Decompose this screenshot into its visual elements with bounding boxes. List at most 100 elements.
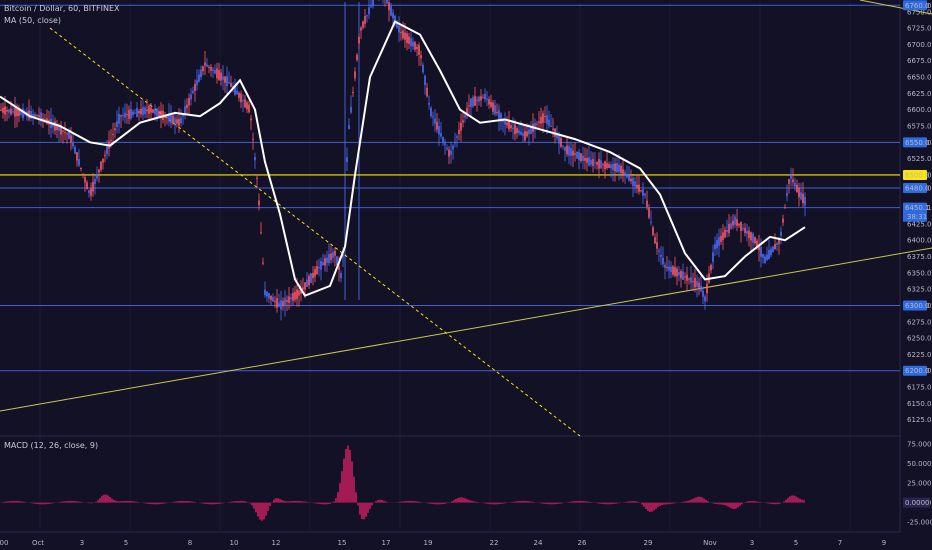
macd-legend[interactable]: MACD (12, 26, close, 9) [4, 441, 99, 450]
candle-body [170, 114, 172, 124]
candle-body [504, 120, 506, 125]
candle-body [154, 109, 156, 115]
candle-body [668, 266, 670, 271]
candle-body [136, 108, 138, 118]
candle-body [254, 156, 256, 161]
candle-body [22, 108, 24, 119]
candle-body [322, 262, 324, 266]
candle-body [454, 142, 456, 144]
candle-body [56, 124, 58, 131]
candle-body [422, 64, 424, 73]
candle-body [230, 83, 232, 87]
candle-body [82, 173, 84, 175]
candle-body [756, 240, 758, 248]
candle-body [704, 296, 706, 302]
candle-body [584, 157, 586, 161]
candle-body [312, 272, 314, 279]
candle-body [782, 218, 784, 223]
candle-body [350, 106, 352, 113]
candle-body [16, 108, 18, 117]
candle-body [138, 110, 140, 114]
candle-body [578, 151, 580, 161]
candle-body [462, 120, 464, 123]
y-tick-label: 6350.0 [907, 269, 932, 277]
candle-body [220, 72, 222, 81]
candle-body [414, 42, 416, 50]
candle-body [636, 184, 638, 188]
upper-trendline[interactable] [859, 0, 932, 15]
candle-body [448, 149, 450, 157]
candle-body [74, 147, 76, 154]
candle-body [712, 252, 714, 262]
candle-body [86, 182, 88, 190]
candle-body [368, 7, 370, 15]
candle-body [692, 281, 694, 283]
candle-body [468, 105, 470, 107]
candle-body [586, 157, 588, 163]
candle-body [344, 206, 346, 209]
y-tick-label: 6175.0 [907, 384, 932, 392]
candle-body [340, 273, 342, 279]
candle-body [412, 41, 414, 47]
x-tick-label: 22 [490, 539, 499, 547]
level-price-tag: 6300.0 [905, 302, 930, 310]
candle-body [402, 30, 404, 39]
candle-body [780, 231, 782, 236]
candle-body [116, 121, 118, 127]
x-tick-label: 24 [534, 539, 543, 547]
candle-body [8, 109, 10, 113]
symbol-legend[interactable]: Bitcoin / Dollar, 60, BITFINEX [4, 4, 120, 13]
candle-body [640, 190, 642, 192]
x-tick-label: 9 [882, 539, 886, 547]
candle-body [498, 110, 500, 120]
y-tick-label: 6525.0 [907, 155, 932, 163]
candle-body [664, 264, 666, 268]
candle-body [242, 100, 244, 102]
candle-body [390, 6, 392, 16]
candle-body [194, 83, 196, 92]
candle-body [560, 138, 562, 147]
candle-body [258, 200, 260, 206]
candle-body [802, 193, 804, 204]
ascending-trendline[interactable] [0, 247, 932, 412]
candle-body [118, 114, 120, 124]
candle-body [528, 129, 530, 135]
candle-body [508, 121, 510, 130]
candle-body [106, 146, 108, 155]
candle-body [130, 109, 132, 119]
candle-body [366, 15, 368, 17]
y-tick-label: 6625.0 [907, 90, 932, 98]
candle-body [160, 110, 162, 119]
candle-body [440, 133, 442, 137]
candle-body [568, 146, 570, 156]
candle-body [606, 163, 608, 169]
level-price-tag: 6760.0 [905, 2, 930, 10]
candle-body [602, 164, 604, 166]
candle-body [76, 152, 78, 161]
candle-body [752, 233, 754, 243]
candle-body [360, 27, 362, 31]
candle-body [208, 66, 210, 68]
candle-body [70, 135, 72, 143]
candle-body [110, 139, 112, 141]
level-price-tag: 6450.1 [905, 204, 930, 212]
candle-body [284, 298, 286, 307]
candle-body [168, 114, 170, 122]
candle-body [714, 244, 716, 250]
ma-legend[interactable]: MA (50, close) [4, 16, 62, 25]
y-tick-label: 6125.0 [907, 416, 932, 424]
candle-body [338, 266, 340, 270]
candle-body [228, 82, 230, 84]
candle-body [496, 112, 498, 114]
candle-body [286, 300, 288, 302]
moving-average-line[interactable] [0, 20, 806, 297]
candle-body [720, 235, 722, 242]
candle-body [656, 242, 658, 249]
candle-body [182, 114, 184, 117]
candle-body [566, 145, 568, 155]
candle-body [180, 117, 182, 124]
candle-body [544, 115, 546, 117]
candle-body [794, 182, 796, 187]
